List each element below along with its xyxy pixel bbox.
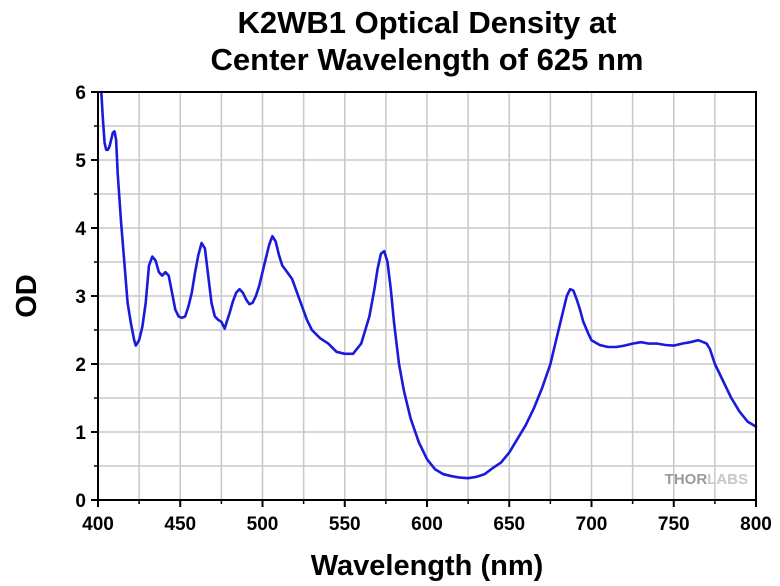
x-tick-label: 600 bbox=[411, 514, 443, 535]
x-tick-labels: 400 450 500 550 600 650 700 750 800 bbox=[82, 514, 772, 535]
axis-ticks bbox=[91, 91, 757, 507]
chart-title-line-2: Center Wavelength of 625 nm bbox=[210, 42, 644, 77]
x-tick-label: 700 bbox=[576, 514, 608, 535]
y-tick-label: 4 bbox=[75, 219, 86, 240]
x-tick-label: 650 bbox=[493, 514, 525, 535]
thorlabs-watermark: THORLABS bbox=[665, 471, 748, 488]
y-tick-label: 5 bbox=[75, 151, 86, 172]
y-tick-label: 6 bbox=[75, 83, 86, 104]
y-tick-labels: 0 1 2 3 4 5 6 bbox=[75, 83, 86, 512]
x-tick-label: 750 bbox=[658, 514, 690, 535]
watermark-part-2: LABS bbox=[707, 471, 748, 488]
x-tick-label: 500 bbox=[247, 514, 279, 535]
chart-title-line-1: K2WB1 Optical Density at bbox=[237, 5, 617, 40]
plot-frame bbox=[97, 91, 757, 501]
y-tick-label: 3 bbox=[75, 287, 86, 308]
x-tick-label: 550 bbox=[329, 514, 361, 535]
y-axis-label: OD bbox=[11, 274, 43, 318]
x-axis-label: Wavelength (nm) bbox=[311, 550, 544, 582]
y-tick-label: 1 bbox=[75, 423, 86, 444]
series-group bbox=[100, 90, 758, 480]
od-series-line bbox=[100, 90, 758, 480]
watermark-part-1: THOR bbox=[665, 471, 708, 488]
y-tick-label: 2 bbox=[75, 355, 86, 376]
grid bbox=[98, 92, 756, 500]
chart-title: K2WB1 Optical Density at Center Waveleng… bbox=[98, 4, 756, 78]
x-tick-label: 450 bbox=[164, 514, 196, 535]
x-tick-label: 800 bbox=[740, 514, 772, 535]
x-tick-label: 400 bbox=[82, 514, 114, 535]
y-tick-label: 0 bbox=[75, 491, 86, 512]
